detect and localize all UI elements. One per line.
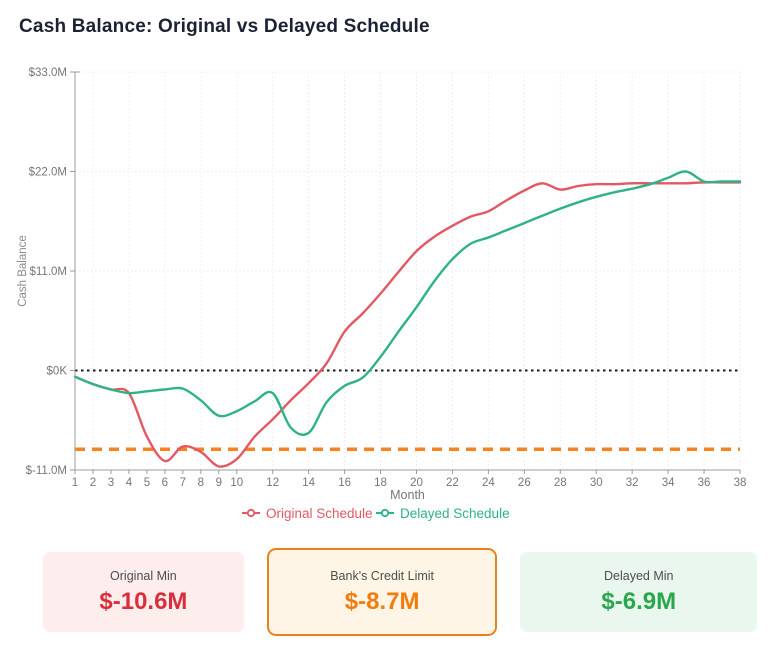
original-min-card: Original Min $-10.6M — [43, 552, 244, 632]
credit-limit-label: Bank's Credit Limit — [330, 568, 435, 583]
x-tick-label: 7 — [180, 477, 186, 489]
reference-lines — [75, 369, 740, 451]
x-tick-label: 5 — [144, 477, 150, 489]
original-min-value: $-10.6M — [99, 587, 188, 615]
gridlines — [75, 71, 741, 471]
x-tick-label: 26 — [518, 477, 531, 489]
x-tick-label: 9 — [216, 477, 222, 489]
x-tick-label: 28 — [554, 477, 567, 489]
y-tick-label: $0K — [47, 366, 68, 378]
credit-limit-value: $-8.7M — [344, 587, 420, 615]
x-tick-label: 32 — [626, 477, 639, 489]
x-axis-title: Month — [390, 488, 425, 502]
x-tick-label: 4 — [126, 477, 133, 489]
x-tick-label: 38 — [734, 477, 747, 489]
y-tick-label: $22.0M — [29, 167, 67, 179]
x-axis-ticks: 1 2 3 4 5 6 7 8 9 10 12 14 16 18 20 22 24 26 28 30 32 34 36 38 — [72, 470, 747, 489]
x-tick-label: 22 — [446, 477, 459, 489]
x-tick-label: 12 — [266, 477, 279, 489]
y-axis-title: Cash Balance — [17, 235, 29, 307]
x-tick-label: 36 — [698, 477, 711, 489]
x-tick-label: 16 — [338, 477, 351, 489]
chart-legend: Original Schedule Delayed Schedule — [242, 506, 510, 521]
y-tick-label: $-11.0M — [26, 465, 67, 477]
summary-cards: Original Min $-10.6M Bank's Credit Limit… — [43, 548, 758, 636]
x-tick-label: 30 — [590, 477, 603, 489]
x-tick-label: 14 — [302, 477, 315, 489]
series-original-schedule — [73, 181, 742, 468]
delayed-min-card: Delayed Min $-6.9M — [520, 552, 758, 632]
y-axis-ticks: $33.0M $22.0M $11.0M $0K $-11.0M — [26, 67, 75, 477]
legend-label: Original Schedule — [266, 506, 373, 521]
legend-item-original-schedule: Original Schedule — [242, 506, 373, 521]
delayed-min-value: $-6.9M — [601, 587, 677, 615]
x-tick-label: 10 — [230, 477, 243, 489]
credit-limit-card: Bank's Credit Limit $-8.7M — [266, 548, 498, 636]
legend-marker-icon — [380, 508, 390, 518]
y-tick-label: $33.0M — [29, 67, 67, 79]
cash-balance-chart: $33.0M$22.0M$11.0M$0K$-11.0M1 2 3 4 5 6 7 8 9 10 1… — [17, 67, 747, 521]
x-tick-label: 20 — [410, 477, 423, 489]
series-delayed-schedule — [73, 170, 742, 436]
x-tick-label: 34 — [662, 477, 675, 489]
x-tick-label: 18 — [374, 477, 387, 489]
x-tick-label: 24 — [482, 477, 495, 489]
x-tick-label: 2 — [90, 477, 96, 489]
x-tick-label: 8 — [198, 477, 204, 489]
legend-marker-icon — [246, 508, 256, 518]
chart-area: $33.0M $22.0M $11.0M $0K $-11.0M 1 2 3 4 5 6 7 8 9 10 1… — [0, 55, 768, 535]
original-min-label: Original Min — [110, 568, 177, 583]
page-title: Cash Balance: Original vs Delayed Schedu… — [19, 16, 430, 37]
y-tick-label: $11.0M — [29, 266, 67, 278]
legend-label: Delayed Schedule — [400, 506, 510, 521]
legend-item-delayed-schedule: Delayed Schedule — [376, 506, 510, 521]
x-tick-label: 1 — [72, 477, 78, 489]
delayed-min-label: Delayed Min — [603, 568, 674, 583]
x-tick-label: 6 — [162, 477, 168, 489]
x-tick-label: 3 — [108, 477, 114, 489]
